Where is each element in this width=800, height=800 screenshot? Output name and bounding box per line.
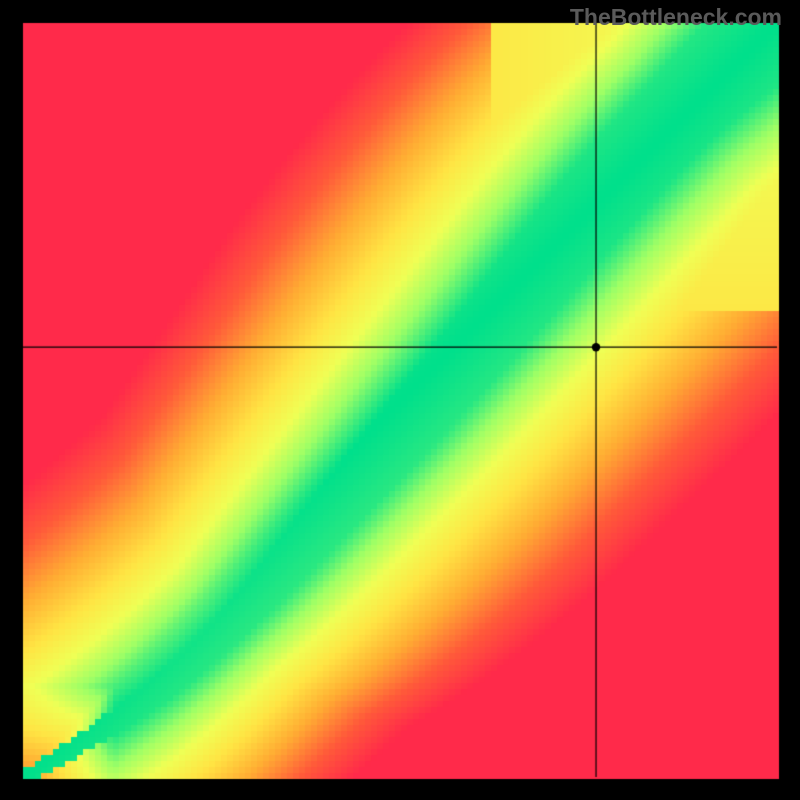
bottleneck-heatmap: [0, 0, 800, 800]
chart-container: TheBottleneck.com: [0, 0, 800, 800]
watermark-text: TheBottleneck.com: [570, 4, 782, 31]
